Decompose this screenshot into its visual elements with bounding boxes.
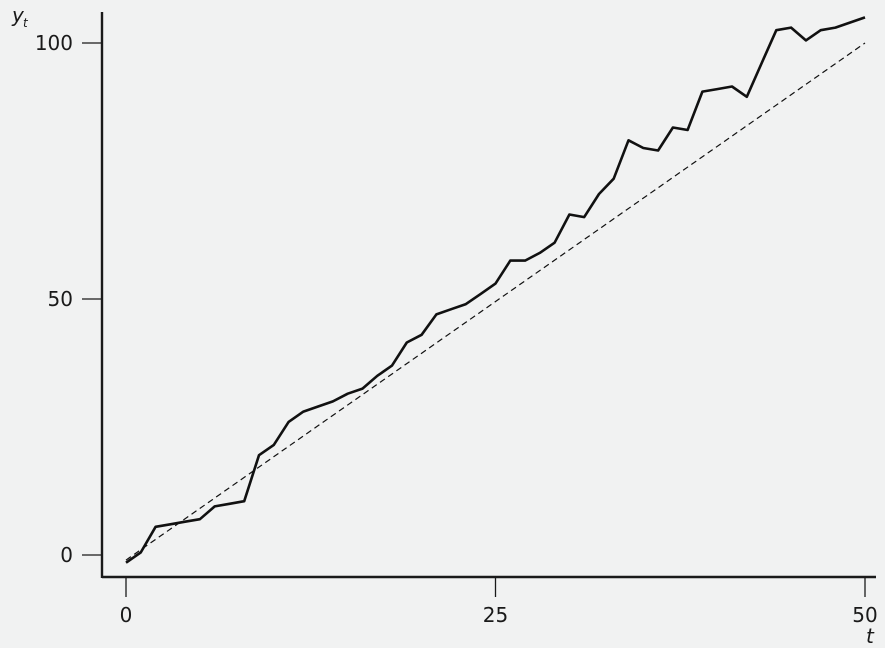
x-tick-label: 25 [483, 603, 508, 627]
ticks: 0 50 100 0 25 50 [35, 31, 878, 627]
y-tick-label: 50 [48, 287, 73, 311]
x-tick-label: 50 [852, 603, 877, 627]
axis-labels: y t t [11, 3, 875, 648]
y-tick-label: 100 [35, 31, 73, 55]
y-axis-label: y [11, 3, 25, 27]
y-axis-label-subscript: t [23, 16, 29, 30]
trend-line-dashed [125, 42, 866, 561]
series-group [125, 16, 866, 564]
y-tick-label: 0 [60, 543, 73, 567]
series-line-solid [125, 16, 866, 564]
x-tick-label: 0 [120, 603, 133, 627]
axes [100, 12, 876, 579]
x-axis-label: t [866, 624, 875, 648]
